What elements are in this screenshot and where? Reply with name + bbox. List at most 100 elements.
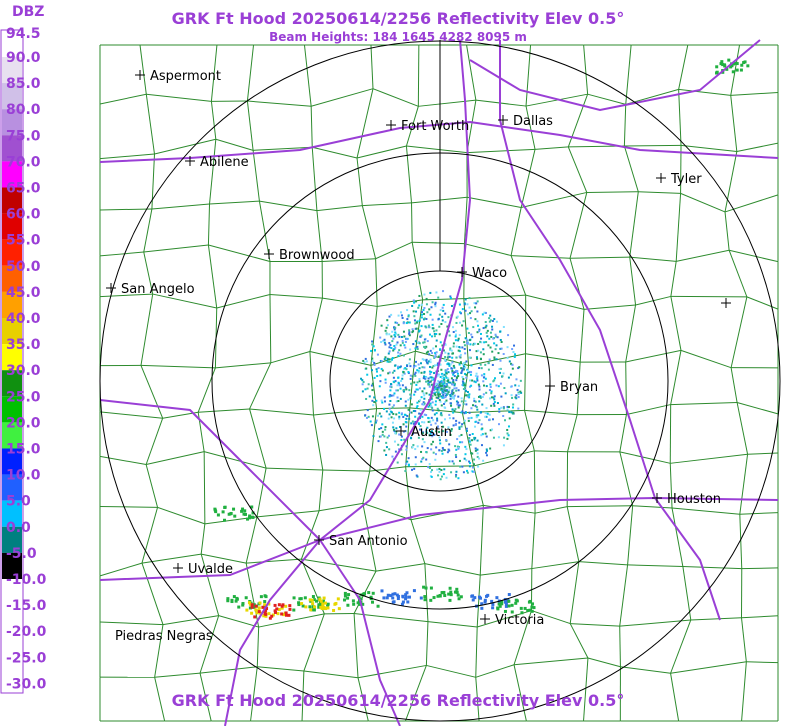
echo-pixel <box>476 320 479 323</box>
county-line <box>258 613 325 628</box>
echo-pixel <box>408 362 411 365</box>
echo-pixel <box>476 379 479 382</box>
echo-pixel <box>457 337 460 340</box>
echo-pixel <box>410 468 413 471</box>
county-line <box>140 293 154 366</box>
echo-pixel <box>444 375 447 378</box>
county-line <box>357 664 427 679</box>
echo-pixel <box>387 372 390 375</box>
echo-pixel <box>385 410 388 413</box>
legend-swatch <box>2 474 22 501</box>
footer-title: GRK Ft Hood 20250614/2256 Reflectivity E… <box>172 691 625 710</box>
echo-pixel <box>462 368 465 371</box>
echo-pixel <box>406 309 409 312</box>
echo-pixel <box>371 600 375 604</box>
echo-pixel <box>435 383 438 386</box>
echo-pixel <box>515 378 518 381</box>
echo-pixel <box>528 599 532 603</box>
echo-pixel <box>463 412 466 415</box>
echo-pixel <box>385 453 388 456</box>
echo-pixel <box>425 297 428 300</box>
echo-pixel <box>453 382 456 385</box>
city-label: Tyler <box>670 172 702 187</box>
echo-pixel <box>377 367 380 370</box>
echo-pixel <box>457 406 460 409</box>
echo-pixel <box>491 325 494 328</box>
echo-pixel <box>469 417 472 420</box>
echo-pixel <box>480 444 483 447</box>
county-line <box>249 408 314 416</box>
county-line <box>729 249 779 263</box>
echo-pixel <box>378 412 381 415</box>
echo-pixel <box>420 396 423 399</box>
legend-label: 60.0 <box>6 207 41 223</box>
echo-pixel <box>392 394 395 397</box>
echo-pixel <box>488 389 491 392</box>
echo-pixel <box>436 417 439 420</box>
echo-pixel <box>438 386 441 389</box>
county-line <box>741 661 747 722</box>
echo-pixel <box>471 598 475 602</box>
echo-pixel <box>430 398 433 401</box>
echo-pixel <box>400 314 403 317</box>
legend-label: 50.0 <box>6 259 41 275</box>
echo-pixel <box>473 438 476 441</box>
echo-pixel <box>374 421 377 424</box>
echo-pixel <box>362 592 366 596</box>
echo-pixel <box>414 390 417 393</box>
echo-pixel <box>476 310 479 313</box>
echo-pixel <box>429 373 432 376</box>
echo-pixel <box>485 391 488 394</box>
echo-pixel <box>431 394 434 397</box>
echo-pixel <box>456 438 459 441</box>
county-line <box>140 365 164 419</box>
echo-pixel <box>366 387 369 390</box>
county-line <box>412 241 465 245</box>
county-line <box>204 451 267 469</box>
echo-pixel <box>388 315 391 318</box>
echo-pixel <box>397 400 400 403</box>
echo-pixel <box>457 389 460 392</box>
echo-pixel <box>372 404 375 407</box>
echo-pixel <box>394 432 397 435</box>
echo-pixel <box>447 371 450 374</box>
echo-pixel <box>383 338 386 341</box>
echo-pixel <box>321 602 325 606</box>
echo-pixel <box>428 383 431 386</box>
echo-pixel <box>385 596 389 600</box>
echo-pixel <box>438 470 441 473</box>
echo-pixel <box>437 474 440 477</box>
echo-pixel <box>400 336 403 339</box>
echo-pixel <box>455 587 459 591</box>
echo-pixel <box>383 449 386 452</box>
city-label: Dallas <box>513 114 553 129</box>
echo-pixel <box>436 374 439 377</box>
county-line <box>724 211 730 251</box>
echo-pixel <box>409 374 412 377</box>
echo-pixel <box>500 602 504 606</box>
county-line <box>303 44 312 107</box>
county-line <box>464 243 512 257</box>
echo-pixel <box>498 410 501 413</box>
county-line <box>303 613 325 672</box>
echo-pixel <box>456 445 459 448</box>
echo-pixel <box>438 325 441 328</box>
legend-label: -5.0 <box>6 546 37 562</box>
echo-pixel <box>450 404 453 407</box>
echo-pixel <box>439 384 442 387</box>
echo-pixel <box>401 374 404 377</box>
echo-pixel <box>448 598 452 602</box>
echo-pixel <box>372 345 375 348</box>
echo-pixel <box>427 326 430 329</box>
echo-pixel <box>394 364 397 367</box>
echo-pixel <box>532 606 536 610</box>
county-line <box>676 249 730 262</box>
echo-pixel <box>430 416 433 419</box>
echo-pixel <box>484 326 487 329</box>
echo-pixel <box>455 419 458 422</box>
echo-pixel <box>482 459 485 462</box>
county-line <box>623 145 639 192</box>
echo-pixel <box>438 333 441 336</box>
echo-pixel <box>430 404 433 407</box>
echo-pixel <box>530 609 534 613</box>
